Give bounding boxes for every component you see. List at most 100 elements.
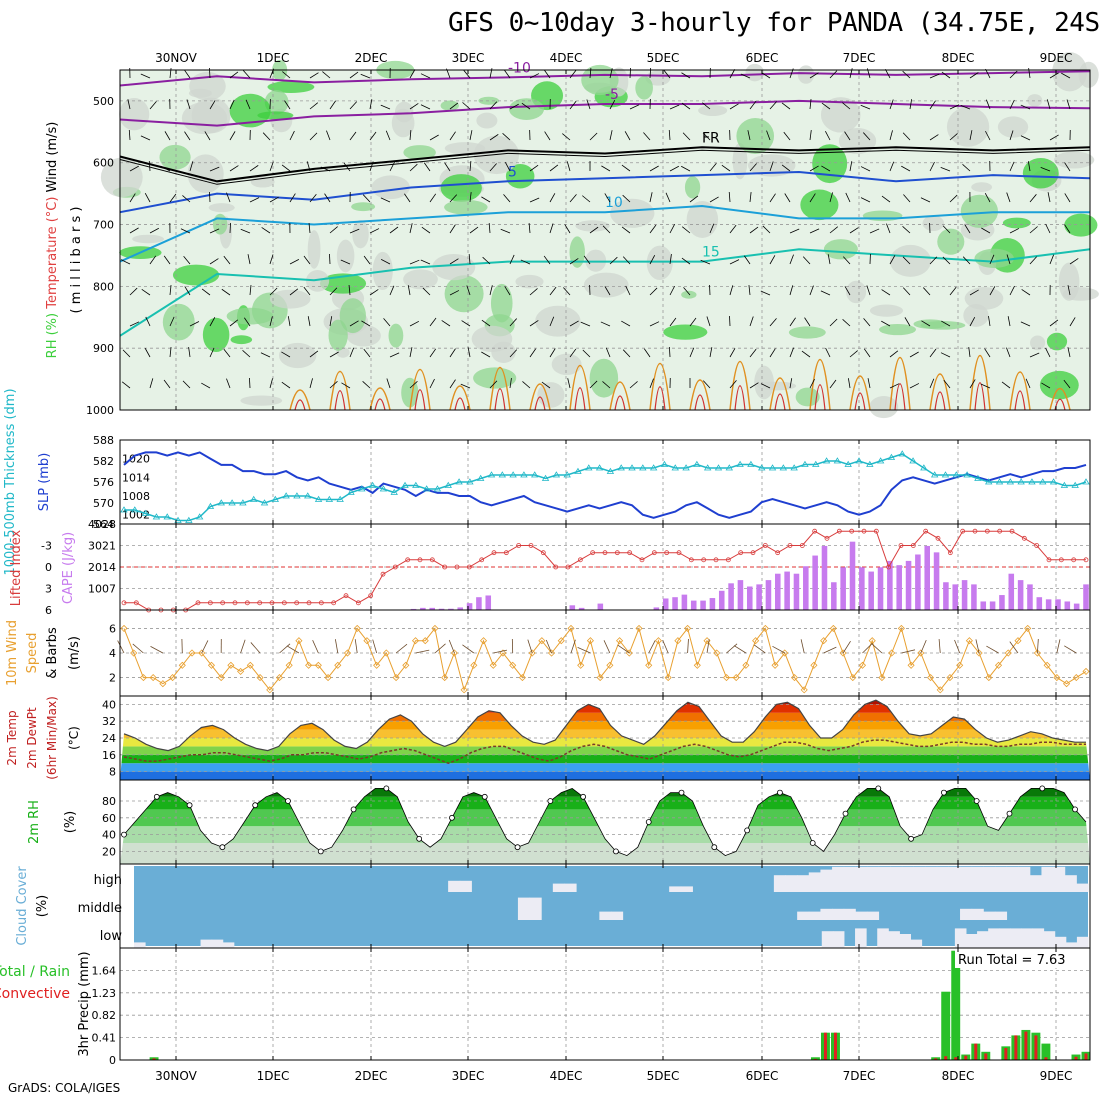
- wind-barb: [968, 347, 971, 358]
- wind-barb: [801, 350, 811, 358]
- wind-speed-point: [1024, 624, 1032, 632]
- wind-barb: [909, 99, 913, 110]
- wind-barb: [604, 193, 611, 203]
- cloud-cell: [877, 928, 889, 948]
- cape-bar: [728, 583, 734, 610]
- wind-barb: [729, 103, 739, 110]
- wind-barb: [120, 259, 131, 265]
- temp-band: [120, 771, 1090, 780]
- wind-barb: [184, 286, 191, 296]
- cloud-cell: [1053, 866, 1066, 892]
- lifted-index-point: [738, 550, 744, 556]
- pressure-tick-label: 800: [93, 280, 114, 293]
- wind-barb: [871, 643, 883, 654]
- warm-contour: [814, 384, 826, 411]
- rh-shading: [351, 202, 376, 212]
- wind-speed-point: [431, 624, 439, 632]
- rh-shading: [1002, 217, 1031, 229]
- lifted-index-point: [861, 528, 867, 534]
- lifted-index-point: [923, 528, 929, 534]
- temperature-contour: [119, 248, 1091, 337]
- thickness-tick-label: 576: [93, 476, 114, 489]
- wind-barb: [761, 72, 771, 79]
- wind-barb: [502, 133, 511, 141]
- wind-barb: [589, 132, 598, 141]
- rh-shading: [974, 248, 1014, 269]
- wind-barb: [389, 352, 400, 358]
- rh-shading: [589, 358, 619, 398]
- cloud-cell: [1029, 875, 1042, 892]
- wind-barb: [609, 100, 616, 110]
- wind-barb: [529, 197, 540, 203]
- wind-barb: [449, 348, 456, 358]
- wind-barb: [407, 285, 411, 296]
- rh-shading: [869, 395, 899, 419]
- lifted-index-point: [343, 593, 349, 599]
- wind-barb: [354, 639, 358, 654]
- wind-barb: [260, 352, 271, 358]
- rh-shading: [257, 111, 294, 120]
- slp-axis-label: SLP (mb): [37, 453, 52, 512]
- wind-barb: [649, 378, 654, 389]
- wind-speed-point: [421, 637, 429, 645]
- wind-barb: [569, 320, 579, 327]
- wind-barb: [221, 288, 231, 296]
- lifted-index-point: [997, 528, 1003, 534]
- rh-shading: [305, 270, 330, 292]
- wind-barb: [281, 351, 291, 358]
- wind-barb: [183, 69, 191, 79]
- day-label-bottom: 6DEC: [746, 1069, 779, 1083]
- warm-contour: [729, 360, 751, 411]
- lifted-index-point: [898, 543, 904, 548]
- wind-barb: [229, 319, 239, 327]
- wind-speed-point: [139, 674, 147, 682]
- wind-barb: [180, 228, 191, 234]
- warm-contour: [654, 386, 666, 411]
- wind-barb: [441, 320, 451, 327]
- wind-barb: [282, 71, 291, 79]
- wind-barb: [160, 166, 171, 172]
- temperature-contour: [119, 70, 1091, 87]
- cape-bar: [971, 584, 977, 610]
- rh-shading: [537, 382, 565, 408]
- wind-speed-point: [373, 661, 381, 669]
- wind-barb: [182, 380, 191, 389]
- wind-barb: [429, 134, 439, 141]
- rh-shading: [162, 303, 195, 341]
- wind-barb: [163, 255, 171, 265]
- cape-bar: [1017, 580, 1024, 610]
- lifted-index-point: [355, 600, 361, 606]
- cape-axis-label: CAPE (J/kg): [61, 532, 76, 604]
- day-label-top: 3DEC: [452, 51, 485, 65]
- wind-tick-label: 6: [109, 622, 116, 635]
- lifted-index-point: [516, 543, 522, 548]
- wind-barb: [1020, 321, 1031, 327]
- rh-shading: [795, 387, 820, 407]
- wind-barb: [223, 348, 231, 358]
- wind-barb: [989, 286, 996, 296]
- wind-barb: [409, 69, 416, 79]
- wind-barb: [449, 102, 459, 110]
- wind-barb: [669, 285, 675, 296]
- wind-speed-point: [411, 637, 420, 645]
- rh-shading: [212, 213, 228, 235]
- cloud-cell: [994, 911, 1008, 920]
- cloud-cell: [552, 883, 565, 892]
- wind-barb: [545, 639, 552, 654]
- cloud-cell: [832, 908, 845, 920]
- cape-bar: [933, 552, 940, 610]
- wind-barb: [784, 193, 791, 203]
- thickness-point: [433, 485, 442, 492]
- wind-barb: [269, 287, 278, 296]
- thickness-point: [531, 471, 539, 478]
- warm-contour: [289, 389, 311, 411]
- rh-shading: [471, 325, 513, 353]
- temperature-contour: [119, 146, 1091, 183]
- wind-barb: [281, 164, 291, 172]
- thickness-point: [747, 460, 755, 467]
- wind-barb: [681, 226, 691, 234]
- wind-barb: [306, 161, 311, 172]
- cape-bar: [831, 582, 837, 610]
- lifted-index-point: [1034, 543, 1040, 548]
- wind-barb: [1037, 639, 1039, 654]
